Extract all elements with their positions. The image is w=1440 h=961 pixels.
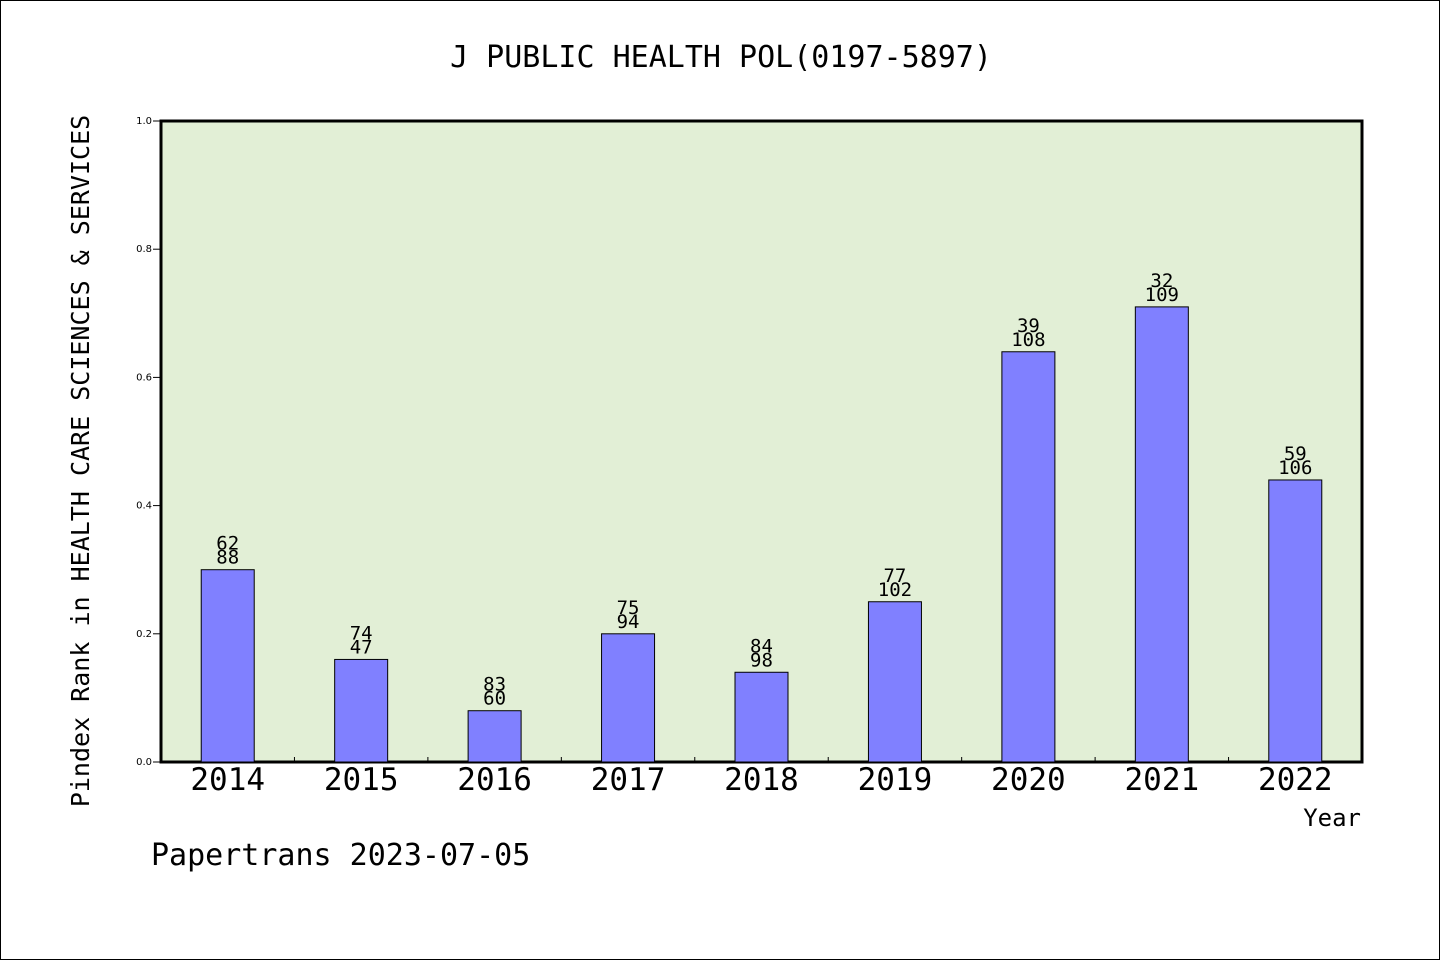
bar-label-top: 84 xyxy=(750,635,773,657)
bar-label-top: 59 xyxy=(1284,443,1307,465)
bar-label-bottom: 102 xyxy=(878,579,912,601)
bar-label-bottom: 98 xyxy=(750,649,773,671)
footer-text: Papertrans 2023-07-05 xyxy=(151,838,530,873)
bar-label-top: 32 xyxy=(1150,270,1173,292)
x-tick-labels: 2014 2015 2016 2017 2018 2019 2020 2021 2022 xyxy=(190,762,1332,798)
x-tick-label: 2020 xyxy=(991,762,1066,798)
x-tick-label: 2022 xyxy=(1258,762,1333,798)
bar-2017 xyxy=(601,633,656,763)
bar-label-bottom: 60 xyxy=(483,688,506,710)
y-tick-label: 0.2 xyxy=(136,629,152,640)
bar-label-top: 74 xyxy=(350,622,373,644)
y-tick-label: 0.0 xyxy=(136,757,152,768)
bar-label-bottom: 94 xyxy=(617,611,640,633)
bar-label-top: 77 xyxy=(883,565,906,587)
x-tick-label: 2019 xyxy=(858,762,933,798)
bar-label-bottom: 88 xyxy=(216,547,239,569)
x-tick-label: 2014 xyxy=(190,762,265,798)
x-axis-title: Year xyxy=(1303,804,1361,832)
bar-2020 xyxy=(1001,351,1056,763)
y-axis-title: Pindex Rank in HEALTH CARE SCIENCES & SE… xyxy=(66,115,95,807)
y-tick-label: 1.0 xyxy=(136,116,152,127)
x-tick-label: 2016 xyxy=(457,762,532,798)
bar-label-bottom: 47 xyxy=(350,636,373,658)
chart-title: J PUBLIC HEALTH POL(0197-5897) xyxy=(450,40,992,75)
bar-label-bottom: 106 xyxy=(1278,457,1312,479)
x-tick-label: 2015 xyxy=(324,762,399,798)
bar-2019 xyxy=(867,601,922,763)
bar-label-top: 39 xyxy=(1017,315,1040,337)
x-tick-label: 2017 xyxy=(591,762,666,798)
bar-2014 xyxy=(200,569,255,763)
bar-label-bottom: 108 xyxy=(1011,329,1045,351)
y-tick-label: 0.6 xyxy=(136,372,152,383)
bar-label-top: 75 xyxy=(617,597,640,619)
x-tick-label: 2021 xyxy=(1125,762,1200,798)
bar-label-top: 62 xyxy=(216,533,239,555)
y-tick-label: 0.8 xyxy=(136,244,152,255)
bar-series xyxy=(200,306,1323,763)
bar-2021 xyxy=(1134,306,1189,763)
bar-2015 xyxy=(334,658,389,763)
bar-label-top: 83 xyxy=(483,674,506,696)
bar-2016 xyxy=(467,710,522,763)
y-axis: 0.0 0.2 0.4 0.6 0.8 1.0 xyxy=(136,116,161,768)
x-axis xyxy=(293,757,1230,762)
y-tick-label: 0.4 xyxy=(136,501,152,512)
bar-2022 xyxy=(1268,479,1323,763)
bar-2018 xyxy=(734,671,789,763)
bar-label-bottom: 109 xyxy=(1145,284,1179,306)
x-tick-label: 2018 xyxy=(724,762,799,798)
